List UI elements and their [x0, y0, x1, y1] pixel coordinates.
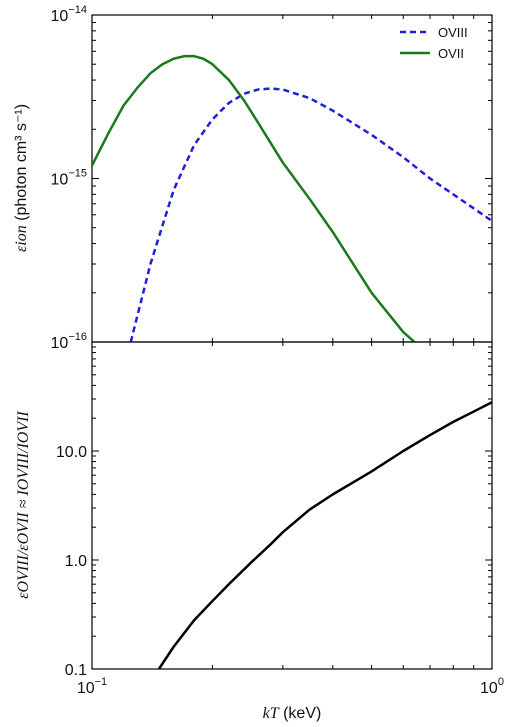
y-tick-label: 10−15 [51, 168, 87, 189]
bottom-plot-frame [91, 341, 493, 670]
x-tick-label: 10−1 [77, 676, 107, 697]
top-ylabel: εion (photon cm³ s⁻¹) [13, 104, 30, 252]
x-tick-label: 100 [480, 676, 504, 697]
series-line-ovii [92, 54, 416, 342]
xlabel-math: kT [263, 705, 280, 722]
legend: OVIII OVII [400, 25, 468, 61]
top-series-group [92, 54, 492, 342]
svg-text:εion (photon cm³ s⁻¹): εion (photon cm³ s⁻¹) [13, 104, 30, 252]
xlabel-units: (keV) [279, 705, 322, 722]
top-tick-group: 10−14 10−15 10−16 [51, 4, 493, 352]
bottom-series-group [157, 401, 492, 669]
xlabel: kT (keV) [263, 705, 322, 722]
y-tick-label: 10.0 [56, 444, 87, 461]
top-ylabel-units: (photon cm³ s⁻¹) [13, 104, 30, 225]
y-tick-label: 0.1 [65, 662, 87, 679]
y-tick-label: 10−14 [51, 4, 87, 25]
bottom-panel: 0.1 1.0 10.0 10−1 100 εOVIII/εOVII ≈ IOVIII/… [15, 341, 504, 722]
legend-label-ovii: OVII [438, 46, 464, 61]
bottom-ylabel: εOVIII/εOVII ≈ IOVIII/IOVII [15, 411, 32, 599]
top-ylabel-math: εion [13, 225, 30, 252]
legend-label-oviii: OVIII [438, 25, 468, 40]
series-line-oviii [129, 87, 492, 342]
bottom-ylabel-text: εOVIII/εOVII ≈ IOVIII/IOVII [15, 411, 32, 599]
top-panel: 10−14 10−15 10−16 OVIII OVII εion (photon … [13, 4, 493, 352]
y-tick-label: 1.0 [65, 553, 87, 570]
series-line-ratio [157, 401, 492, 669]
y-tick-label: 10−16 [51, 331, 87, 352]
bottom-tick-group: 0.1 1.0 10.0 10−1 100 [56, 341, 504, 697]
